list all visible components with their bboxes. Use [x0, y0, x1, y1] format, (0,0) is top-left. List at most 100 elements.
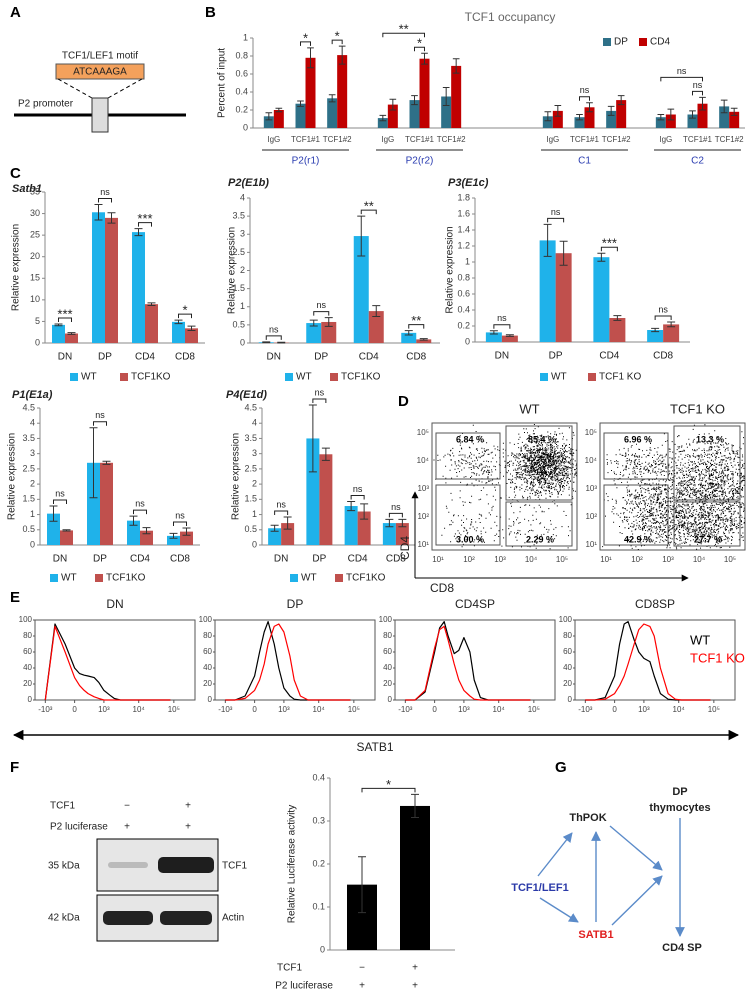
significance-label: **	[364, 199, 374, 214]
error-bar	[617, 95, 625, 106]
legend-swatch	[603, 38, 611, 46]
x-tick-label: CD8	[653, 351, 673, 362]
y-tick-label: 1	[240, 301, 245, 311]
panel-d: D CD4 CD8 WT 6.84 % 85.4 % 3.00 % 2.29 % 10⁵ 10⁴ 1…	[398, 393, 746, 595]
significance-label: **	[399, 22, 409, 37]
x-tick-label: CD4	[130, 554, 150, 565]
y-tick-label: 20	[563, 679, 572, 688]
motif-label: TCF1/LEF1 motif	[62, 51, 138, 62]
x-tick-label: 10¹	[432, 555, 444, 564]
significance-label: ns	[391, 502, 401, 512]
error-bar	[554, 105, 562, 117]
x-tick-label: 10⁴	[133, 705, 146, 714]
significance-bracket	[93, 421, 107, 426]
error-bar	[730, 107, 738, 116]
significance-label: *	[303, 30, 308, 45]
y-tick-label: 60	[383, 647, 392, 656]
arrow	[537, 832, 573, 877]
plot-title: TCF1 KO	[670, 401, 725, 416]
error-bar	[297, 100, 304, 107]
y-tick-label: 3.5	[22, 433, 35, 443]
y-tick-label: 1.5	[244, 494, 257, 504]
x-tick-label: 10²	[631, 555, 643, 564]
bar	[281, 523, 295, 545]
x-tick-label: 10⁵	[708, 705, 720, 714]
error-bar	[544, 111, 552, 122]
x-tick-label: 10³	[98, 705, 110, 714]
panel-label: B	[205, 4, 216, 21]
x-tick-label: DN	[274, 554, 288, 565]
x-tick-label: 10⁴	[693, 555, 706, 564]
significance-bracket	[660, 76, 703, 82]
x-tick-label: CD4	[348, 554, 368, 565]
x-tick-label: 10⁵	[348, 705, 360, 714]
significance-bracket	[382, 32, 425, 38]
error-bar	[385, 518, 394, 528]
bar	[357, 511, 371, 545]
y-tick-label: 1	[252, 509, 257, 519]
significance-bracket	[654, 315, 672, 320]
panel-a: A TCF1/LEF1 motif ATCAAAGA P2 promoter	[10, 4, 186, 133]
arrow	[611, 875, 663, 926]
x-tick-label: 10⁴	[493, 705, 506, 714]
legend-swatch	[285, 373, 293, 381]
y-tick-label: 0.2	[235, 104, 248, 114]
y-tick-label: 0.8	[235, 50, 248, 60]
error-bar	[49, 505, 58, 522]
significance-label: ns	[658, 304, 668, 314]
condition-sign: +	[185, 822, 191, 833]
quadrant-percent: 42.9 %	[624, 534, 652, 544]
histogram-line	[225, 621, 351, 701]
significance-bracket	[547, 217, 565, 223]
bar	[382, 523, 396, 545]
y-tick-label: 0	[208, 695, 213, 704]
y-tick-label: 10²	[585, 512, 597, 521]
x-tick-label: DN	[495, 351, 509, 362]
significance-label: ns	[135, 498, 145, 508]
bar	[127, 520, 140, 545]
quadrant-percent: 6.96 %	[624, 434, 652, 444]
legend-label: TCF1 KO	[690, 650, 745, 665]
error-bar	[411, 95, 418, 106]
y-tick-label: 1	[30, 509, 35, 519]
x-tick-label: IgG	[267, 135, 280, 144]
panel-label: D	[398, 393, 409, 410]
bar-chart: B TCF1 occupancy Percent of input 0 0.2 0.4 0.…	[205, 4, 745, 167]
legend-label: TCF1KO	[346, 573, 386, 584]
y-tick-label: 1.5	[232, 283, 245, 293]
x-tick-label: 0	[612, 705, 617, 714]
gate	[505, 425, 573, 501]
significance-label: ns	[497, 313, 507, 323]
error-bar	[404, 330, 413, 336]
histogram-line	[585, 623, 711, 701]
legend-swatch	[95, 574, 103, 582]
condition-name: TCF1	[50, 801, 75, 812]
bar	[647, 330, 664, 342]
y-tick-label: 40	[563, 663, 572, 672]
bar	[719, 106, 730, 128]
error-bar	[358, 856, 366, 914]
significance-bracket	[313, 311, 330, 316]
condition-sign: +	[412, 963, 418, 974]
bar	[663, 324, 680, 342]
bar	[145, 304, 158, 343]
error-bar	[129, 515, 138, 526]
error-bar	[328, 94, 336, 103]
bar	[377, 118, 388, 128]
x-tick-label: -10³	[218, 705, 233, 714]
bar	[584, 107, 595, 128]
x-tick-label: TCF1#2	[715, 135, 744, 144]
histogram-chart: DP 0 20 40 60 80 100 -10³ 0 10³ 10⁴ 10⁵	[199, 597, 376, 714]
bar	[52, 324, 65, 343]
chart-title: Satb1	[12, 183, 42, 195]
y-tick-label: 5	[35, 316, 40, 326]
blot-band	[158, 857, 214, 873]
error-bar	[607, 105, 615, 116]
node-label: thymocytes	[649, 802, 710, 814]
y-axis-label: Relative expression	[445, 226, 456, 313]
y-tick-label: 1.6	[457, 208, 470, 218]
error-bar	[576, 114, 583, 121]
error-bar	[357, 215, 366, 257]
legend-label: TCF1KO	[131, 372, 171, 383]
bar-chart: P2(E1b) Relative expression 0 0.5 1 1.5 2 2.5 3 3…	[227, 177, 440, 383]
